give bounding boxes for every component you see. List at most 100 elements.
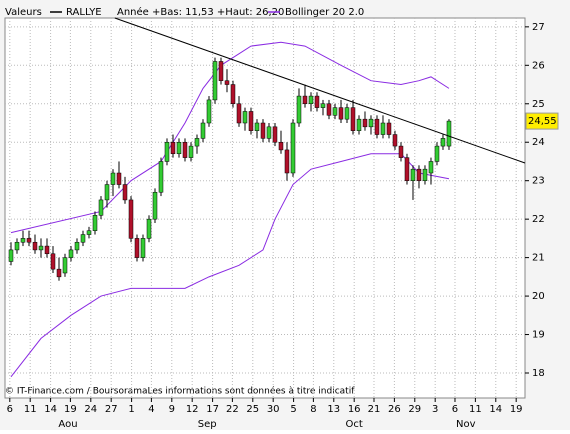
candle-body [212,61,218,101]
candle-body [296,95,302,124]
y-tick-label: 27 [532,22,545,33]
candle-body [320,103,326,108]
candle-body [386,122,392,135]
candle-body [218,61,224,81]
x-tick-label: 14 [489,404,502,415]
candle-body [344,107,350,120]
x-tick-label: 22 [226,404,239,415]
x-tick-label: 5 [290,404,296,415]
candle-body [206,99,212,124]
legend-stock: RALLYE [66,7,102,18]
candle-body [416,168,422,181]
x-tick-label: 4 [148,404,154,415]
month-label: Sep [198,419,217,430]
candle-body [116,172,122,185]
candle-body [104,184,110,201]
candle-body [356,118,362,131]
candle-body [254,122,260,131]
y-tick-label: 24 [532,137,545,148]
candle-body [152,191,158,220]
last-price-box [525,112,559,130]
candle-body [134,238,140,258]
candle-body [224,80,230,85]
source-note: © IT-Finance.com / BoursoramaLes informa… [5,386,355,397]
legend-bollinger: Bollinger 20 2.0 [285,7,364,18]
candle-body [440,138,446,147]
candle-body [278,141,284,151]
x-tick-label: 17 [206,404,219,415]
candle-body [170,141,176,155]
candle-body [290,122,296,174]
x-tick-label: 8 [310,404,316,415]
candle-body [314,95,320,108]
candle-body [368,118,374,128]
candle-body [182,141,188,158]
month-label: Nov [456,419,476,430]
x-tick-label: 9 [169,404,175,415]
y-tick-label: 23 [532,176,545,187]
x-tick-label: 24 [84,404,97,415]
candle-body [140,238,146,258]
y-tick-label: 21 [532,253,545,264]
bollinger-lower [10,153,450,378]
candle-body [26,238,32,243]
x-tick-label: 25 [246,404,259,415]
candle-body [266,126,272,139]
candle-body [284,149,290,174]
x-tick-label: 29 [408,404,421,415]
candle-body [68,249,74,258]
y-tick-label: 20 [532,291,545,302]
candle-body [248,111,254,131]
candle-body [164,141,170,162]
candle-body [404,157,410,181]
x-tick-label: 6 [452,404,458,415]
x-tick-label: 30 [267,404,280,415]
x-tick-label: 19 [64,404,77,415]
x-tick-label: 14 [44,404,57,415]
y-tick-label: 26 [532,60,545,71]
y-tick-label: 25 [532,99,545,110]
candle-body [446,120,452,147]
candle-body [110,172,116,185]
candle-body [128,199,134,239]
x-tick-label: 27 [105,404,118,415]
candle-body [92,215,98,231]
candle-body [422,168,428,181]
trend-line [114,17,526,164]
x-tick-label: 13 [327,404,340,415]
candle-body [338,107,344,120]
y-tick-label: 22 [532,214,545,225]
y-tick-label: 18 [532,368,545,379]
candle-body [122,184,128,201]
month-label: Aou [58,419,77,430]
x-tick-label: 26 [388,404,401,415]
candle-body [392,134,398,147]
last-price-label: 24,55 [528,116,557,127]
candle-body [200,122,206,139]
candle-body [80,234,86,243]
candle-body [20,238,26,243]
candle-body [50,253,56,270]
x-tick-label: 16 [348,404,361,415]
legend-header: Valeurs [5,7,42,18]
plot-area [4,17,526,399]
candle-body [326,103,332,116]
candle-body [86,230,92,235]
x-tick-label: 11 [24,404,37,415]
candle-body [236,103,242,124]
x-tick-label: 21 [368,404,381,415]
candle-body [272,126,278,143]
candle-body [428,161,434,174]
candle-body [260,122,266,139]
candle-body [350,107,356,131]
candle-body [38,245,44,251]
candle-body [194,138,200,147]
candle-body [74,241,80,251]
candle-body [158,161,164,193]
candle-body [62,257,68,274]
legend-info: Année +Bas: 11,53 +Haut: 26,20 [117,6,284,18]
x-tick-label: 12 [186,404,199,415]
candle-body [434,145,440,162]
x-tick-label: 19 [510,404,523,415]
